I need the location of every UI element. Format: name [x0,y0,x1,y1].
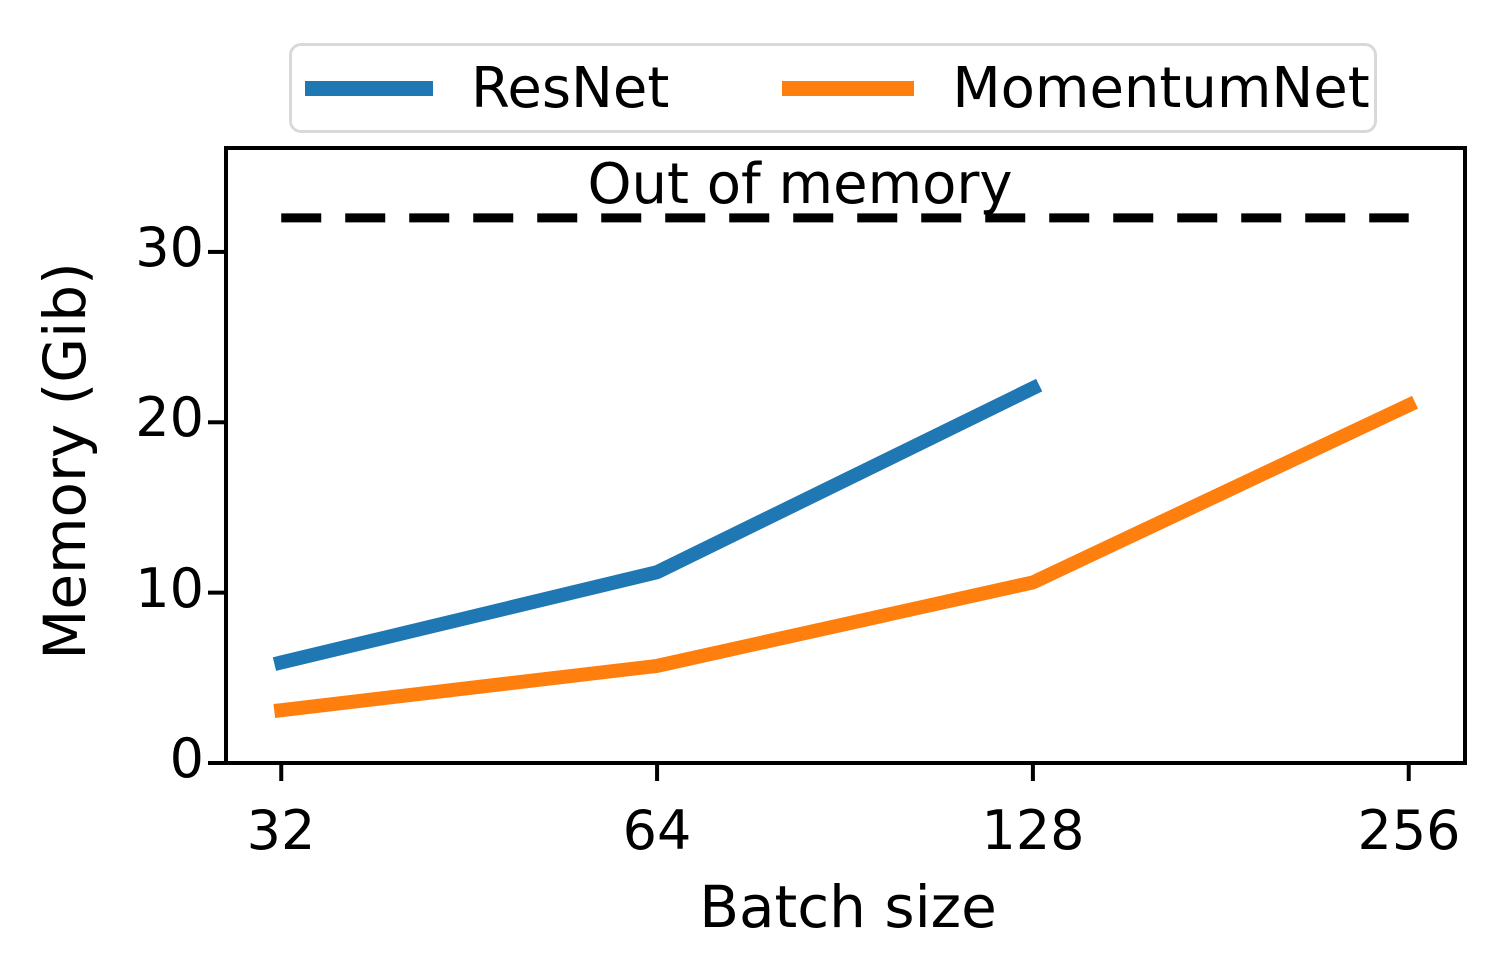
y-tick-label-30: 30 [135,216,204,279]
resnet-line-swatch [305,80,433,96]
legend-item-momentumnet: MomentumNet [782,55,1370,121]
y-tick-label-0: 0 [169,727,204,790]
y-tick-label-10: 10 [135,557,204,620]
momentumnet-line-swatch [782,80,915,96]
x-tick-label-64: 64 [622,799,692,862]
y-tick-label-20: 20 [135,386,204,449]
x-axis-label: Batch size [699,873,997,941]
legend-label-momentumnet: MomentumNet [952,55,1370,121]
legend-label-resnet: ResNet [471,55,670,121]
momentumnet-line [273,395,1419,718]
legend-item-resnet: ResNet [305,56,669,121]
resnet-line [272,378,1043,671]
out-of-memory-annotation: Out of memory [587,152,1013,217]
legend-box: ResNet MomentumNet [289,43,1377,133]
x-tick-label-32: 32 [246,799,316,862]
axes-spines [224,146,1467,765]
x-tick-label-256: 256 [1357,799,1461,862]
y-axis-label: Memory (Gib) [31,262,99,660]
x-tick-label-128: 128 [981,799,1085,862]
